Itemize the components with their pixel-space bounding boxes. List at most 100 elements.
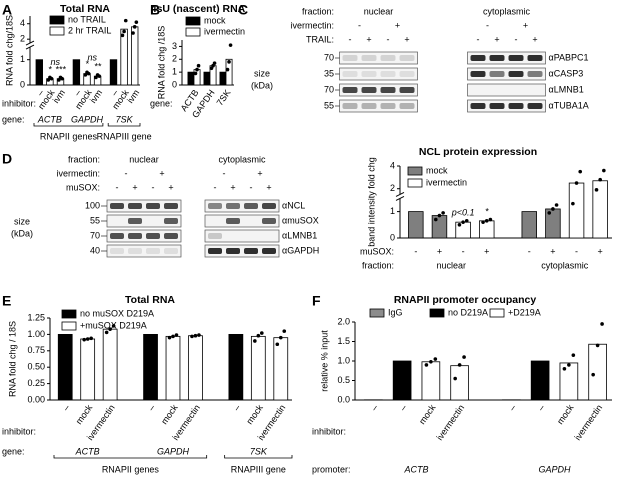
- data-point: [441, 211, 445, 215]
- data-point: [600, 322, 604, 326]
- legend-swatch: [50, 16, 64, 24]
- y-tick-label: 2: [390, 183, 395, 193]
- band: [343, 87, 358, 93]
- size-label: (kDa): [11, 228, 33, 238]
- bar: [393, 361, 411, 400]
- data-point: [462, 355, 466, 359]
- data-point: [175, 333, 179, 337]
- y-tick-label: 1: [172, 67, 177, 77]
- bar: [204, 72, 210, 85]
- y-tick-label: 0.00: [27, 394, 45, 404]
- bar: [36, 60, 43, 85]
- bar: [58, 334, 72, 400]
- band: [110, 203, 124, 209]
- band: [343, 55, 358, 61]
- antibody-label: αNCL: [282, 200, 305, 210]
- x-tick-label: -: [575, 246, 578, 256]
- data-point: [279, 336, 283, 340]
- band: [226, 203, 240, 209]
- data-point: [578, 170, 582, 174]
- size-label: size: [254, 68, 270, 78]
- band: [471, 103, 486, 109]
- y-tick-label: 1.25: [27, 312, 45, 322]
- group-label: GAPDH: [157, 446, 190, 456]
- row-label: promoter:: [312, 464, 351, 474]
- size-marker: 70: [324, 52, 334, 62]
- lane-sign: +: [257, 168, 262, 178]
- legend-label: no D219A: [448, 307, 488, 317]
- band: [400, 55, 415, 61]
- row-label: fraction:: [302, 6, 334, 16]
- band: [262, 203, 276, 209]
- legend-label: +D219A: [508, 307, 541, 317]
- group-label: cytoplasmic: [541, 260, 589, 270]
- antibody-label: αGAPDH: [282, 245, 319, 255]
- band: [146, 248, 160, 254]
- row-label: TRAIL:: [306, 34, 334, 44]
- data-point: [226, 68, 230, 72]
- lane-sign: -: [223, 168, 226, 178]
- band: [490, 103, 505, 109]
- data-point: [429, 360, 433, 364]
- chart-title: 4sU (nascent) RNA: [151, 3, 246, 15]
- legend-swatch: [186, 28, 200, 36]
- bar: [81, 339, 95, 400]
- data-point: [197, 64, 201, 68]
- band: [110, 233, 124, 239]
- bar: [73, 60, 80, 85]
- y-tick-label: 4: [390, 160, 395, 170]
- data-point: [489, 218, 493, 222]
- legend-swatch: [408, 167, 422, 175]
- data-point: [87, 72, 91, 76]
- group-label: 7SK: [116, 114, 134, 124]
- x-tick-label: ivm: [51, 88, 67, 105]
- x-tick-label: -: [462, 246, 465, 256]
- band: [208, 248, 222, 254]
- bar: [188, 72, 194, 85]
- y-axis-label: RNA fold chg / 18S: [7, 321, 17, 397]
- y-tick-label: 0.5: [337, 375, 350, 385]
- data-point: [434, 357, 438, 361]
- band: [164, 203, 178, 209]
- lane-sign: +: [523, 20, 528, 30]
- x-tick-label: –: [61, 403, 72, 413]
- data-point: [458, 223, 462, 227]
- annotation: *: [485, 207, 489, 217]
- band: [509, 103, 524, 109]
- bar: [408, 212, 423, 238]
- y-tick-label: 4: [20, 18, 25, 28]
- bar: [569, 183, 584, 238]
- data-point: [131, 31, 135, 35]
- y-tick-label: 1.00: [27, 329, 45, 339]
- data-point: [551, 207, 555, 211]
- data-point: [596, 344, 600, 348]
- supergroup-label: RNAPII genes: [40, 131, 98, 141]
- lane-sign: -: [349, 34, 352, 44]
- row-label: inhibitor:: [2, 98, 36, 108]
- row-label: ivermectin:: [290, 20, 334, 30]
- data-point: [50, 77, 54, 81]
- band: [471, 71, 486, 77]
- data-point: [124, 19, 128, 23]
- data-point: [595, 188, 599, 192]
- data-point: [194, 72, 198, 76]
- x-tick-label: –: [369, 403, 380, 413]
- band: [208, 233, 222, 239]
- group-label: 7SK: [250, 446, 268, 456]
- fraction-label: nuclear: [129, 154, 159, 164]
- data-point: [598, 178, 602, 182]
- band: [362, 103, 377, 109]
- x-tick-label: –: [507, 403, 518, 413]
- y-tick-label: 3: [172, 41, 177, 51]
- band: [128, 203, 142, 209]
- x-tick-label: –: [398, 403, 409, 413]
- y-tick-label: 0.0: [337, 394, 350, 404]
- legend-swatch: [186, 17, 200, 25]
- data-point: [481, 220, 485, 224]
- legend-label: no TRAIL: [68, 14, 106, 24]
- legend-swatch: [408, 179, 422, 187]
- data-point: [571, 202, 575, 206]
- x-tick-label: mock: [555, 402, 576, 426]
